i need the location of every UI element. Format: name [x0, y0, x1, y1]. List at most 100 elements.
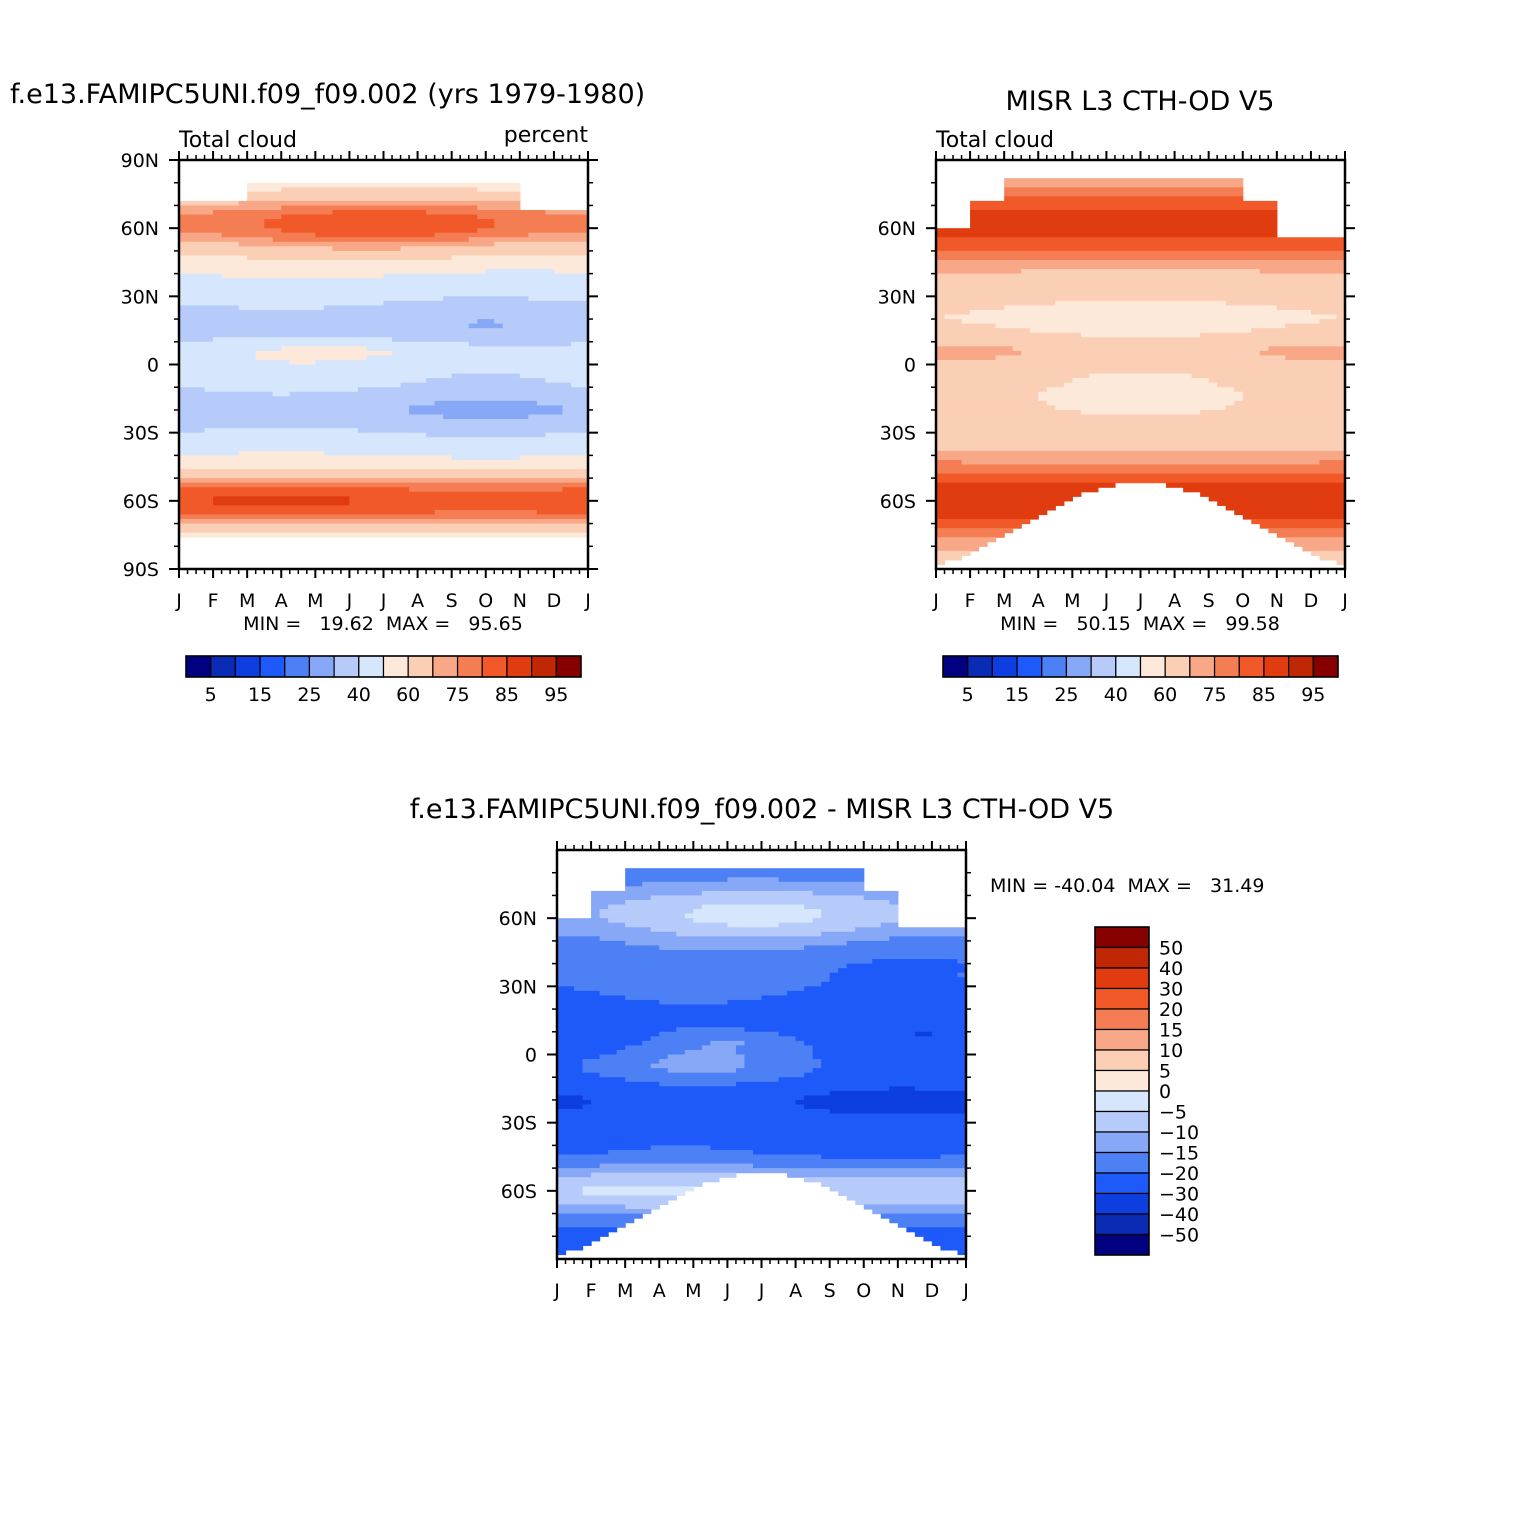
x-tick-label: M: [617, 1280, 633, 1302]
field-cell: [1004, 196, 1244, 202]
field-cell: [557, 931, 677, 937]
colorbar-label: 20: [1159, 999, 1183, 1021]
field-cell: [608, 918, 694, 924]
field-cell: [701, 904, 805, 910]
field-cell: [213, 337, 393, 343]
colorbar-label: 10: [1159, 1040, 1183, 1062]
field-cell: [936, 428, 1346, 434]
colorbar-swatch: [1065, 655, 1092, 678]
field-cell: [936, 537, 997, 543]
field-cell: [179, 423, 589, 429]
field-cell: [204, 428, 359, 434]
field-cell: [519, 373, 589, 379]
field-cell: [557, 1118, 967, 1124]
x-tick-label: M: [307, 590, 323, 612]
field-cell: [599, 990, 788, 997]
field-cell: [676, 931, 822, 937]
field-cell: [914, 1086, 967, 1092]
field-cell: [936, 514, 1039, 520]
colorbar-swatch: [1090, 655, 1117, 678]
field-cell: [557, 1149, 609, 1156]
x-tick-label: N: [513, 590, 527, 612]
field-cell: [872, 1209, 967, 1215]
colorbar-frame: [1094, 926, 1150, 1256]
field-cell: [179, 487, 410, 493]
field-cell: [906, 1227, 967, 1233]
field-cell: [281, 228, 478, 234]
field-cell: [846, 940, 967, 947]
field-cell: [1251, 328, 1346, 334]
field-cell: [247, 196, 521, 202]
field-cell: [936, 241, 1346, 247]
field-cell: [494, 223, 589, 229]
colorbar-label: 85: [1252, 684, 1276, 706]
field-cell: [528, 232, 589, 238]
field-cell: [936, 464, 1346, 470]
field-cell: [179, 437, 589, 443]
field-cell: [591, 1172, 737, 1178]
field-cell: [179, 505, 589, 511]
field-cell: [970, 219, 1278, 225]
field-cell: [557, 1086, 890, 1092]
x-tick-label: M: [1064, 590, 1080, 612]
field-cell: [752, 1163, 967, 1169]
colorbar-swatch: [1094, 1049, 1150, 1072]
field-cell: [1080, 409, 1201, 416]
field-cell: [528, 414, 589, 420]
colorbar-label: 5: [962, 684, 974, 706]
colorbar-label: 75: [1202, 684, 1226, 706]
field-cell: [1004, 182, 1244, 188]
field-cell: [477, 214, 589, 220]
colorbar-swatch: [1094, 1069, 1150, 1092]
field-cell: [502, 323, 589, 329]
field-cell: [1208, 496, 1346, 502]
field-cell: [659, 945, 805, 951]
field-cell: [727, 877, 780, 883]
field-cell: [936, 469, 1346, 475]
field-cell: [179, 387, 206, 393]
field-cell: [1225, 405, 1346, 411]
field-cell: [727, 999, 967, 1006]
field-cell: [557, 1204, 626, 1210]
field-cell: [936, 532, 1005, 538]
field-cell: [557, 1190, 584, 1196]
field-cell: [477, 319, 495, 325]
field-cell: [650, 1036, 797, 1042]
field-cell: [936, 269, 1022, 275]
field-cell: [821, 1063, 967, 1069]
field-cell: [557, 1213, 643, 1219]
y-tick-label: 30N: [499, 976, 537, 998]
colorbar-swatch: [1139, 655, 1166, 678]
field-cell: [936, 541, 988, 547]
field-cell: [591, 913, 601, 919]
field-cell: [1242, 396, 1346, 402]
field-cell: [494, 319, 589, 325]
contour-field: [936, 178, 1346, 566]
colorbar-label: 60: [1153, 684, 1177, 706]
field-cell: [179, 341, 470, 347]
field-cell: [179, 259, 589, 266]
field-cell: [804, 986, 967, 992]
field-cell: [238, 200, 521, 207]
x-tick-label: J: [962, 1280, 969, 1302]
field-cell: [821, 1059, 967, 1065]
colorbar-swatch: [1094, 1131, 1150, 1154]
field-cell: [323, 450, 589, 456]
field-cell: [936, 346, 1014, 352]
colorbar-swatch: [1189, 655, 1216, 678]
field-cell: [281, 214, 478, 220]
colorbar-swatch: [531, 655, 557, 678]
x-tick-label: J: [1103, 590, 1110, 612]
field-cell: [936, 455, 1346, 461]
field-cell: [557, 945, 660, 951]
field-cell: [936, 432, 1346, 438]
field-cell: [804, 1095, 967, 1101]
y-tick-label: 30S: [123, 423, 159, 445]
colorbar-label: 5: [205, 684, 217, 706]
field-cell: [179, 455, 453, 461]
field-cell: [693, 909, 822, 915]
x-tick-label: S: [446, 590, 458, 612]
field-cell: [1285, 537, 1346, 543]
field-cell: [642, 1040, 711, 1047]
